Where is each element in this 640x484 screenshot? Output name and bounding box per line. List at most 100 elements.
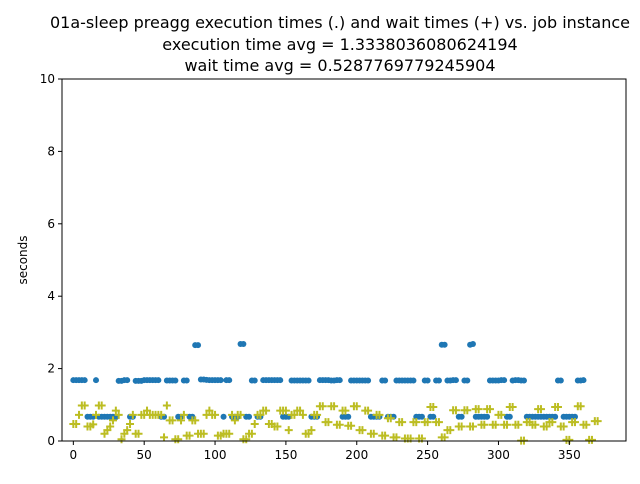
wait-time-point bbox=[352, 402, 361, 411]
x-tick-label: 0 bbox=[70, 448, 78, 462]
y-tick-label: 10 bbox=[40, 72, 55, 86]
wait-time-point bbox=[468, 422, 477, 431]
wait-time-point bbox=[273, 422, 282, 431]
wait-time-point bbox=[262, 406, 271, 415]
execution-time-point bbox=[155, 377, 162, 384]
wait-time-point bbox=[386, 414, 395, 423]
wait-time-point bbox=[375, 410, 384, 419]
execution-time-point bbox=[435, 377, 442, 384]
execution-time-point bbox=[226, 377, 233, 384]
execution-time-point bbox=[506, 413, 513, 420]
wait-time-point bbox=[536, 405, 545, 414]
wait-time-point bbox=[298, 410, 307, 419]
y-tick-label: 4 bbox=[47, 289, 55, 303]
y-tick-label: 8 bbox=[47, 144, 55, 158]
wait-time-point bbox=[128, 410, 137, 419]
wait-time-point bbox=[185, 431, 194, 440]
execution-time-point bbox=[469, 340, 476, 347]
wait-time-point bbox=[242, 435, 251, 444]
execution-time-point bbox=[580, 377, 587, 384]
wait-time-point bbox=[313, 410, 322, 419]
wait-time-point bbox=[92, 410, 101, 419]
execution-time-point bbox=[220, 413, 227, 420]
wait-time-point bbox=[80, 401, 89, 410]
plot-area bbox=[69, 340, 602, 445]
wait-time-point bbox=[225, 429, 234, 438]
wait-time-point bbox=[250, 419, 259, 428]
wait-time-point bbox=[126, 419, 135, 428]
execution-time-point bbox=[520, 377, 527, 384]
wait-time-point bbox=[341, 406, 350, 415]
execution-time-point bbox=[124, 377, 131, 384]
wait-time-point bbox=[256, 410, 265, 419]
wait-time-point bbox=[191, 416, 200, 425]
wait-time-point bbox=[576, 402, 585, 411]
wait-time-point bbox=[123, 426, 132, 435]
wait-time-point bbox=[143, 406, 152, 415]
wait-time-point bbox=[134, 429, 143, 438]
chart-title-line-2: execution time avg = 1.3338036080624194 bbox=[162, 35, 517, 54]
y-tick-label: 2 bbox=[47, 362, 55, 376]
wait-time-point bbox=[114, 410, 123, 419]
execution-time-point bbox=[571, 413, 578, 420]
wait-time-point bbox=[89, 420, 98, 429]
wait-time-point bbox=[211, 410, 220, 419]
x-tick-label: 250 bbox=[416, 448, 439, 462]
execution-time-point bbox=[195, 342, 202, 349]
wait-time-point bbox=[392, 433, 401, 442]
wait-time-point bbox=[446, 426, 455, 435]
wait-time-point bbox=[369, 429, 378, 438]
execution-time-point bbox=[240, 340, 247, 347]
wait-time-point bbox=[593, 417, 602, 426]
wait-time-point bbox=[502, 420, 511, 429]
wait-time-point bbox=[205, 406, 214, 415]
wait-time-point bbox=[111, 406, 120, 415]
execution-time-point bbox=[246, 413, 253, 420]
wait-time-point bbox=[179, 410, 188, 419]
wait-time-point bbox=[548, 418, 557, 427]
wait-time-point bbox=[318, 402, 327, 411]
wait-time-point bbox=[508, 402, 517, 411]
wait-time-point bbox=[398, 418, 407, 427]
execution-time-point bbox=[382, 377, 389, 384]
wait-time-point bbox=[230, 416, 239, 425]
wait-time-point bbox=[412, 418, 421, 427]
wait-time-point bbox=[72, 419, 81, 428]
wait-time-point bbox=[106, 422, 115, 431]
wait-time-point bbox=[582, 420, 591, 429]
wait-time-point bbox=[358, 426, 367, 435]
wait-time-point bbox=[247, 429, 256, 438]
execution-time-point bbox=[430, 413, 437, 420]
execution-time-point bbox=[501, 377, 508, 384]
y-tick-label: 6 bbox=[47, 217, 55, 231]
execution-time-point bbox=[277, 377, 284, 384]
wait-time-point bbox=[109, 416, 118, 425]
execution-time-point bbox=[418, 413, 425, 420]
x-tick-label: 200 bbox=[345, 448, 368, 462]
wait-time-point bbox=[160, 433, 169, 442]
wait-time-point bbox=[174, 435, 183, 444]
wait-time-point bbox=[553, 402, 562, 411]
wait-time-point bbox=[423, 418, 432, 427]
wait-time-point bbox=[162, 401, 171, 410]
wait-time-point bbox=[542, 422, 551, 431]
wait-time-point bbox=[451, 406, 460, 415]
execution-time-point bbox=[93, 377, 100, 384]
wait-time-point bbox=[199, 429, 208, 438]
wait-time-point bbox=[347, 421, 356, 430]
wait-time-point bbox=[75, 410, 84, 419]
chart-title: 01a-sleep preagg execution times (.) and… bbox=[50, 13, 630, 75]
wait-time-point bbox=[330, 402, 339, 411]
wait-time-point bbox=[570, 418, 579, 427]
wait-time-point bbox=[559, 422, 568, 431]
wait-time-point bbox=[497, 410, 506, 419]
execution-time-point bbox=[441, 341, 448, 348]
chart-title-line-3: wait time avg = 0.5287769779245904 bbox=[184, 56, 495, 75]
wait-time-point bbox=[281, 406, 290, 415]
execution-time-point bbox=[464, 377, 471, 384]
execution-time-point bbox=[81, 377, 88, 384]
wait-time-point bbox=[296, 406, 305, 415]
wait-time-point bbox=[284, 426, 293, 435]
execution-time-point bbox=[458, 413, 465, 420]
